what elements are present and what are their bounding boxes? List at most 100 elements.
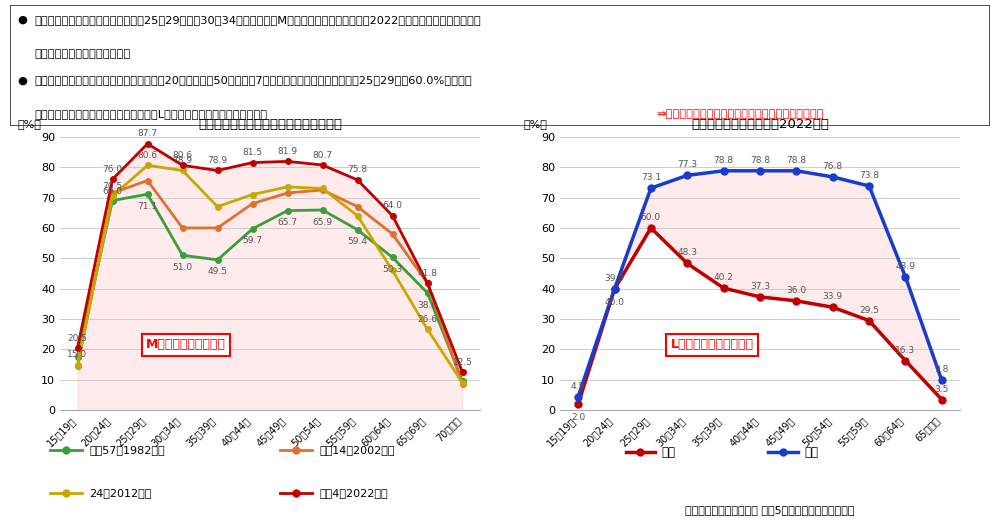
- Text: M字カーブはほぼ解消: M字カーブはほぼ解消: [146, 338, 226, 351]
- 昭和57（1982）年: [386, 254, 398, 260]
- 女性: [790, 298, 802, 304]
- Text: 平成14（2002）年: 平成14（2002）年: [319, 444, 395, 454]
- Text: 51.0: 51.0: [172, 263, 193, 272]
- 昭和57（1982）年: [142, 191, 154, 197]
- Text: 26.6: 26.6: [418, 315, 438, 324]
- 24（2012）年: [316, 185, 328, 191]
- 平成14（2002）年: [316, 187, 328, 193]
- Text: 65.7: 65.7: [277, 218, 298, 227]
- 令和4（2022）年: [422, 280, 434, 286]
- Line: 男性: 男性: [575, 167, 945, 400]
- 24（2012）年: [246, 191, 258, 198]
- Text: 78.8: 78.8: [750, 156, 770, 165]
- Text: 60.0: 60.0: [641, 213, 661, 222]
- Text: 令和4（2022）年: 令和4（2022）年: [319, 488, 388, 499]
- Text: 75.8: 75.8: [347, 166, 368, 175]
- Text: 64.0: 64.0: [382, 201, 402, 210]
- Text: 59.7: 59.7: [242, 237, 263, 246]
- 24（2012）年: [212, 204, 224, 210]
- Text: 38.6: 38.6: [417, 300, 438, 310]
- Text: ●: ●: [18, 15, 28, 25]
- 令和4（2022）年: [72, 345, 84, 351]
- 24（2012）年: [352, 213, 364, 219]
- 24（2012）年: [72, 361, 84, 368]
- Text: 49.5: 49.5: [208, 267, 228, 277]
- 令和4（2022）年: [142, 140, 154, 147]
- Text: 43.9: 43.9: [895, 262, 915, 271]
- Text: 41.8: 41.8: [418, 269, 438, 278]
- 令和4（2022）年: [176, 162, 188, 168]
- Text: 2.0: 2.0: [571, 413, 585, 422]
- 男性: [790, 168, 802, 174]
- 平成14（2002）年: [386, 231, 398, 237]
- Text: 87.7: 87.7: [137, 129, 158, 138]
- Text: 76.0: 76.0: [102, 165, 123, 174]
- 平成14（2002）年: [72, 363, 84, 369]
- 昭和57（1982）年: [72, 354, 84, 360]
- Text: 男性: 男性: [804, 446, 818, 459]
- 令和4（2022）年: [106, 176, 119, 183]
- Text: 48.3: 48.3: [677, 248, 697, 257]
- Text: 69.0: 69.0: [102, 187, 123, 196]
- 昭和57（1982）年: [282, 207, 294, 214]
- 平成14（2002）年: [352, 204, 364, 210]
- Text: ⇒女性の就業率は上がっているが、非正規雇用が中心: ⇒女性の就業率は上がっているが、非正規雇用が中心: [657, 109, 824, 119]
- Text: 39.9: 39.9: [604, 274, 625, 283]
- 令和4（2022）年: [456, 369, 468, 376]
- Text: 70.5: 70.5: [102, 181, 123, 190]
- Text: 昭和57（1982）年: 昭和57（1982）年: [89, 444, 165, 454]
- Text: 78.9: 78.9: [207, 156, 228, 165]
- 昭和57（1982）年: [316, 207, 328, 213]
- 男性: [754, 168, 766, 174]
- Title: 女性の年齢階級別労働力人口比率の推移: 女性の年齢階級別労働力人口比率の推移: [198, 118, 342, 132]
- 24（2012）年: [386, 267, 398, 274]
- Text: 台形に近づいている（左図）。: 台形に近づいている（左図）。: [34, 49, 131, 59]
- 令和4（2022）年: [386, 213, 398, 219]
- 男性: [899, 274, 911, 280]
- 男性: [936, 377, 948, 383]
- Line: 女性: 女性: [575, 225, 945, 408]
- Text: 76.8: 76.8: [823, 162, 843, 171]
- 男性: [827, 174, 839, 180]
- 昭和57（1982）年: [422, 290, 434, 296]
- 女性: [572, 401, 584, 407]
- 24（2012）年: [282, 184, 294, 190]
- Text: 40.0: 40.0: [605, 298, 625, 307]
- 平成14（2002）年: [212, 225, 224, 231]
- Text: 20.5: 20.5: [68, 333, 88, 342]
- Text: 73.1: 73.1: [641, 173, 661, 182]
- 平成14（2002）年: [142, 177, 154, 184]
- Text: 78.8: 78.8: [714, 156, 734, 165]
- Text: 36.0: 36.0: [786, 286, 806, 295]
- 24（2012）年: [142, 162, 154, 168]
- 昭和57（1982）年: [106, 197, 119, 204]
- 昭和57（1982）年: [212, 257, 224, 263]
- 男性: [609, 286, 621, 292]
- 女性: [754, 294, 766, 300]
- Text: 50.3: 50.3: [382, 265, 403, 274]
- 24（2012）年: [176, 167, 188, 174]
- Line: 昭和57（1982）年: 昭和57（1982）年: [75, 191, 465, 384]
- Text: 81.9: 81.9: [277, 147, 298, 156]
- Text: 80.7: 80.7: [312, 150, 333, 159]
- 平成14（2002）年: [106, 190, 119, 196]
- Text: L字カーブの解消が課題: L字カーブの解消が課題: [670, 338, 754, 351]
- Text: 65.9: 65.9: [312, 218, 333, 227]
- 男性: [718, 168, 730, 174]
- 女性: [609, 286, 621, 292]
- 男性: [645, 185, 657, 191]
- Text: 女性: 女性: [661, 446, 675, 459]
- 女性: [863, 318, 875, 324]
- Text: 78.8: 78.8: [786, 156, 806, 165]
- 平成14（2002）年: [176, 225, 188, 231]
- 男性: [863, 183, 875, 189]
- Text: 16.3: 16.3: [895, 346, 916, 355]
- 昭和57（1982）年: [246, 226, 258, 232]
- 令和4（2022）年: [212, 167, 224, 174]
- 女性: [827, 304, 839, 310]
- Text: 24（2012）年: 24（2012）年: [89, 488, 151, 499]
- Text: 出典：男女共同参画白書 令和5年版、総務省労働力調査: 出典：男女共同参画白書 令和5年版、総務省労働力調査: [685, 505, 855, 515]
- Text: 59.4: 59.4: [348, 237, 368, 246]
- 女性: [718, 285, 730, 291]
- 令和4（2022）年: [352, 177, 364, 183]
